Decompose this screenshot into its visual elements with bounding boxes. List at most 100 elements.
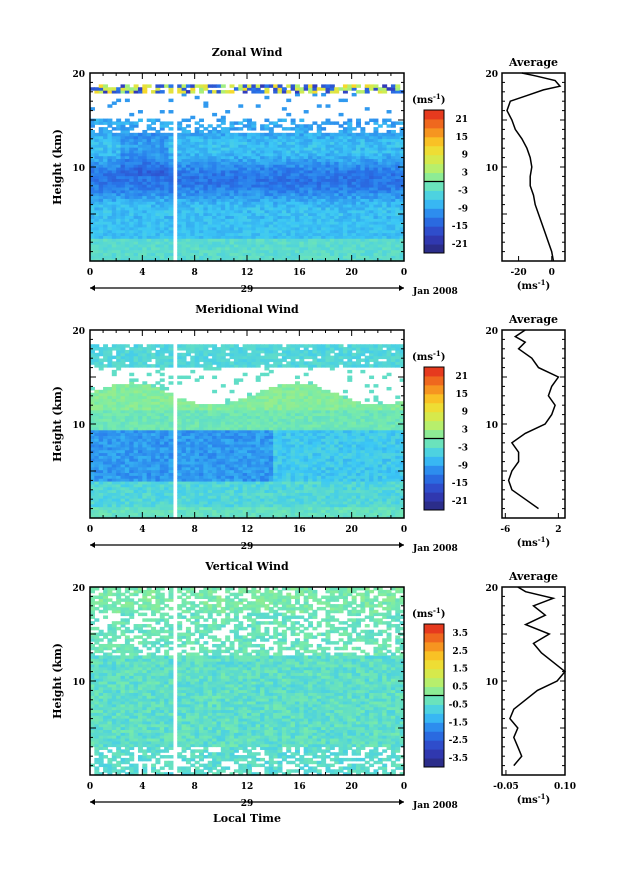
heatmap-cell	[94, 229, 100, 234]
heatmap-cell	[142, 195, 148, 199]
heatmap-cell	[229, 167, 235, 171]
heatmap-cell	[242, 192, 248, 197]
heatmap-cell	[120, 384, 126, 388]
heatmap-cell	[177, 500, 183, 505]
heatmap-cell	[277, 141, 283, 145]
heatmap-cell	[137, 252, 143, 256]
heatmap-cell	[111, 121, 117, 125]
heatmap-cell	[177, 141, 183, 145]
heatmap-cell	[238, 152, 244, 157]
heatmap-cell	[395, 232, 401, 236]
heatmap-cell	[294, 212, 300, 217]
heatmap-cell	[386, 152, 392, 157]
heatmap-cell	[360, 218, 366, 222]
heatmap-cell	[124, 164, 130, 168]
heatmap-cell	[116, 509, 122, 513]
heatmap-cell	[264, 124, 270, 128]
heatmap-cell	[199, 209, 204, 214]
heatmap-cell	[281, 107, 287, 111]
heatmap-cell	[116, 404, 122, 408]
heatmap-cell	[199, 87, 204, 91]
heatmap-cell	[155, 395, 161, 399]
heatmap-cell	[159, 515, 165, 519]
heatmap-cell	[207, 135, 213, 140]
heatmap-cell	[281, 167, 287, 171]
heatmap-cell	[177, 404, 183, 408]
heatmap-cell	[90, 429, 95, 434]
heatmap-cell	[364, 138, 370, 142]
heatmap-cell	[111, 235, 117, 239]
heatmap-cell	[107, 509, 113, 513]
heatmap-cell	[247, 195, 252, 199]
heatmap-cell	[390, 212, 396, 217]
heatmap-cell	[316, 167, 322, 171]
heatmap-cell	[216, 212, 222, 217]
heatmap-cell	[220, 192, 226, 197]
heatmap-cell	[373, 189, 379, 194]
heatmap-cell	[129, 455, 135, 459]
heatmap-cell	[181, 458, 187, 462]
heatmap-cell	[111, 249, 117, 254]
heatmap-cell	[238, 252, 244, 256]
heatmap-cell	[207, 172, 213, 177]
heatmap-cell	[185, 478, 191, 482]
heatmap-cell	[164, 429, 170, 434]
heatmap-cell	[334, 229, 340, 234]
heatmap-cell	[369, 149, 375, 154]
heatmap-cell	[303, 204, 309, 208]
heatmap-cell	[216, 135, 222, 140]
heatmap-cell	[133, 258, 139, 262]
heatmap-cell	[124, 492, 130, 496]
heatmap-cell	[133, 232, 139, 236]
heatmap-cell	[177, 466, 183, 471]
heatmap-cell	[190, 175, 196, 179]
heatmap-cell	[151, 506, 157, 511]
heatmap-cell	[190, 489, 196, 493]
heatmap-cell	[369, 212, 375, 217]
heatmap-cell	[120, 358, 126, 362]
heatmap-cell	[312, 218, 318, 222]
heatmap-cell	[342, 167, 348, 171]
heatmap-cell	[124, 432, 130, 436]
heatmap-cell	[229, 132, 235, 137]
heatmap-cell	[207, 226, 213, 231]
heatmap-cell	[98, 489, 104, 493]
heatmap-cell	[281, 249, 287, 254]
heatmap-cell	[308, 209, 314, 214]
heatmap-cell	[247, 226, 252, 231]
heatmap-cell	[103, 189, 109, 194]
heatmap-cell	[194, 212, 200, 217]
heatmap-cell	[155, 409, 161, 414]
heatmap-cell	[103, 489, 109, 493]
heatmap-cell	[168, 181, 174, 185]
heatmap-cell	[107, 206, 113, 211]
heatmap-cell	[369, 181, 375, 185]
heatmap-cell	[90, 238, 95, 242]
heatmap-cell	[255, 181, 261, 185]
heatmap-cell	[316, 221, 322, 225]
heatmap-cell	[225, 184, 231, 188]
heatmap-cell	[155, 495, 161, 499]
heatmap-cell	[225, 152, 231, 157]
heatmap-cell	[116, 506, 122, 511]
heatmap-cell	[146, 395, 152, 399]
heatmap-cell	[90, 152, 95, 157]
heatmap-cell	[277, 167, 283, 171]
heatmap-cell	[124, 158, 130, 162]
heatmap-cell	[181, 418, 187, 422]
heatmap-cell	[360, 186, 366, 191]
heatmap-cell	[351, 147, 357, 151]
heatmap-cell	[146, 195, 152, 199]
heatmap-cell	[111, 252, 117, 256]
heatmap-cell	[225, 258, 231, 262]
heatmap-cell	[98, 472, 104, 476]
heatmap-cell	[382, 121, 388, 125]
heatmap-cell	[133, 361, 139, 365]
heatmap-cell	[116, 418, 122, 422]
heatmap-cell	[137, 344, 143, 348]
heatmap-cell	[116, 158, 122, 162]
heatmap-cell	[155, 241, 161, 245]
heatmap-cell	[142, 455, 148, 459]
heatmap-cell	[399, 121, 405, 125]
heatmap-cell	[107, 175, 113, 179]
